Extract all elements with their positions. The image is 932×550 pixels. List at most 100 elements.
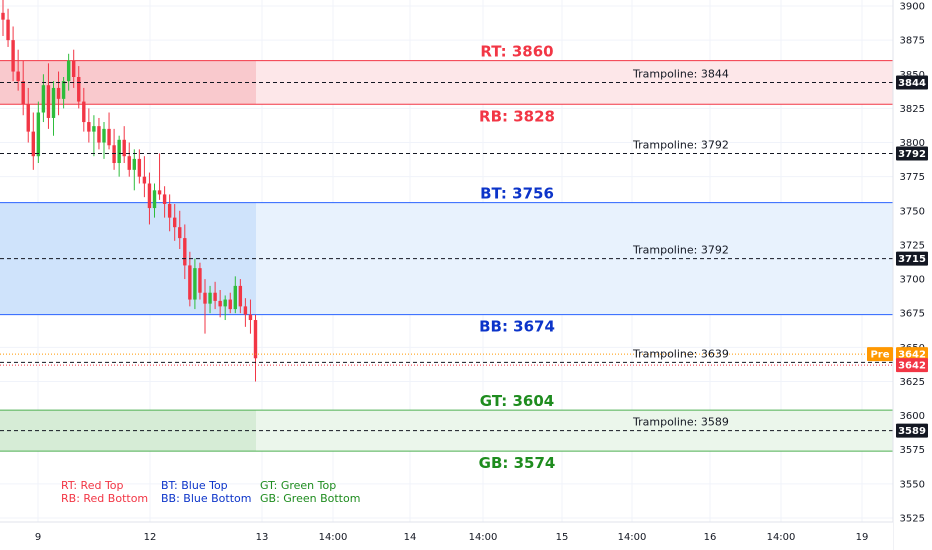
trampoline-axis-tag-label: 3589 xyxy=(898,426,926,437)
candle-body xyxy=(102,128,106,143)
candle-body xyxy=(142,176,147,184)
candle-body xyxy=(218,300,222,307)
price-tick-label: 3825 xyxy=(900,104,925,115)
time-tick-label: 12 xyxy=(144,532,157,543)
price-tick-label: 3850 xyxy=(900,70,925,81)
time-axis-bg xyxy=(0,522,893,550)
candle-body xyxy=(157,190,162,195)
candle-body xyxy=(233,285,237,310)
time-tick-label: 14:00 xyxy=(469,532,498,543)
candle-body xyxy=(41,85,46,113)
trampoline-axis-tag-label: 3715 xyxy=(898,254,926,265)
trampoline-label: Trampoline: 3844 xyxy=(632,67,729,80)
legend-item: BT: Blue Top xyxy=(161,479,228,492)
candle-body xyxy=(173,217,177,228)
candle-body xyxy=(203,292,207,304)
candle-body xyxy=(238,285,243,307)
candle-body xyxy=(188,265,192,300)
trampoline-label: Trampoline: 3792 xyxy=(632,244,729,257)
time-tick-label: 14:00 xyxy=(319,532,348,543)
price-tick-label: 3750 xyxy=(900,206,925,217)
last-price-tag xyxy=(896,347,928,362)
candle-body xyxy=(112,145,116,164)
candle-body xyxy=(61,81,66,99)
candle-body xyxy=(228,299,232,310)
price-tick-label: 3525 xyxy=(900,514,925,525)
price-tick-label: 3675 xyxy=(900,309,925,320)
candle-body xyxy=(82,101,86,123)
candle-body xyxy=(198,268,202,293)
candle-body xyxy=(97,126,101,143)
candle-body xyxy=(213,292,217,301)
red-bottom-label: RB: 3828 xyxy=(479,107,555,125)
trampoline-label: Trampoline: 3589 xyxy=(632,416,729,429)
legend: RT: Red Top BT: Blue Top GT: Green Top RB: … xyxy=(61,479,360,505)
candle-body xyxy=(253,320,258,359)
candle-body xyxy=(66,60,71,82)
price-tick-label: 3550 xyxy=(900,479,925,490)
trampoline-axis-tag xyxy=(896,146,928,161)
green-top-label: GT: 3604 xyxy=(480,392,554,410)
candle-body xyxy=(36,112,41,157)
candle-body xyxy=(208,292,212,304)
trampoline-axis-tag xyxy=(896,75,928,90)
candle-body xyxy=(31,131,35,157)
price-tick-label: 3575 xyxy=(900,445,925,456)
candle-body xyxy=(223,299,227,307)
candle-body xyxy=(72,60,76,77)
candles xyxy=(1,0,258,382)
legend-item: RB: Red Bottom xyxy=(61,492,148,505)
price-tick-label: 3600 xyxy=(900,411,925,422)
candle-body xyxy=(46,85,51,118)
zones xyxy=(0,60,893,452)
time-tick-label: 14:00 xyxy=(618,532,647,543)
candle-body xyxy=(243,306,248,315)
last-price-tag-label: 3642 xyxy=(898,350,926,361)
candle-body xyxy=(152,190,157,209)
candle-body xyxy=(132,158,136,170)
price-axis[interactable]: 3900 3875 3850 3825 3800 3775 3750 3725 3700 3675… xyxy=(892,0,932,550)
candle-body xyxy=(147,183,152,209)
candle-body xyxy=(11,40,15,72)
candle-body xyxy=(77,76,81,102)
price-tick-label: 3800 xyxy=(900,138,925,149)
time-tick-label: 15 xyxy=(556,532,569,543)
red-top-label: RT: 3860 xyxy=(480,43,553,61)
trampoline-lines: Trampoline: 3844 Trampoline: 3792 Trampoli… xyxy=(0,67,893,432)
time-tick-label: 16 xyxy=(704,532,717,543)
candle-body xyxy=(6,19,10,41)
legend-item: GT: Green Top xyxy=(260,479,336,492)
green-bottom-label: GB: 3574 xyxy=(479,454,556,472)
candle-body xyxy=(56,87,61,99)
time-tick-label: 9 xyxy=(35,532,41,543)
time-axis[interactable]: 9 12 13 14:00 14 14:00 15 14:00 16 14:00 19 xyxy=(0,521,893,550)
last-price-tag-label: 3642 xyxy=(898,361,926,372)
zone-labels: RT: 3860 RB: 3828 BT: 3756 BB: 3674 GT: 3604… xyxy=(479,43,556,472)
blue-bottom-label: BB: 3674 xyxy=(479,318,555,336)
candle-body xyxy=(107,128,111,146)
candle-body xyxy=(21,81,25,105)
legend-item: RT: Red Top xyxy=(61,479,124,492)
trampoline-axis-tag-label: 3792 xyxy=(898,149,926,160)
candle-body xyxy=(248,314,253,321)
candle-body xyxy=(183,238,187,266)
price-tick-label: 3875 xyxy=(900,36,925,47)
candle-body xyxy=(87,122,91,132)
price-tick-label: 3725 xyxy=(900,240,925,251)
trampoline-label: Trampoline: 3792 xyxy=(632,138,729,151)
price-tick-label: 3900 xyxy=(900,2,925,13)
candle-body xyxy=(26,104,30,132)
last-price-tag xyxy=(896,358,928,373)
time-tick-label: 14 xyxy=(404,532,417,543)
candle-body xyxy=(137,158,142,177)
time-tick-label: 19 xyxy=(856,532,869,543)
premarket-badge xyxy=(867,347,893,362)
legend-item: GB: Green Bottom xyxy=(260,492,360,505)
candle-body xyxy=(167,203,172,218)
candle-body xyxy=(178,227,182,239)
blue-top-label: BT: 3756 xyxy=(480,185,554,203)
price-axis-bg xyxy=(893,0,932,550)
time-tick-label: 14:00 xyxy=(767,532,796,543)
candle-body xyxy=(117,139,121,164)
